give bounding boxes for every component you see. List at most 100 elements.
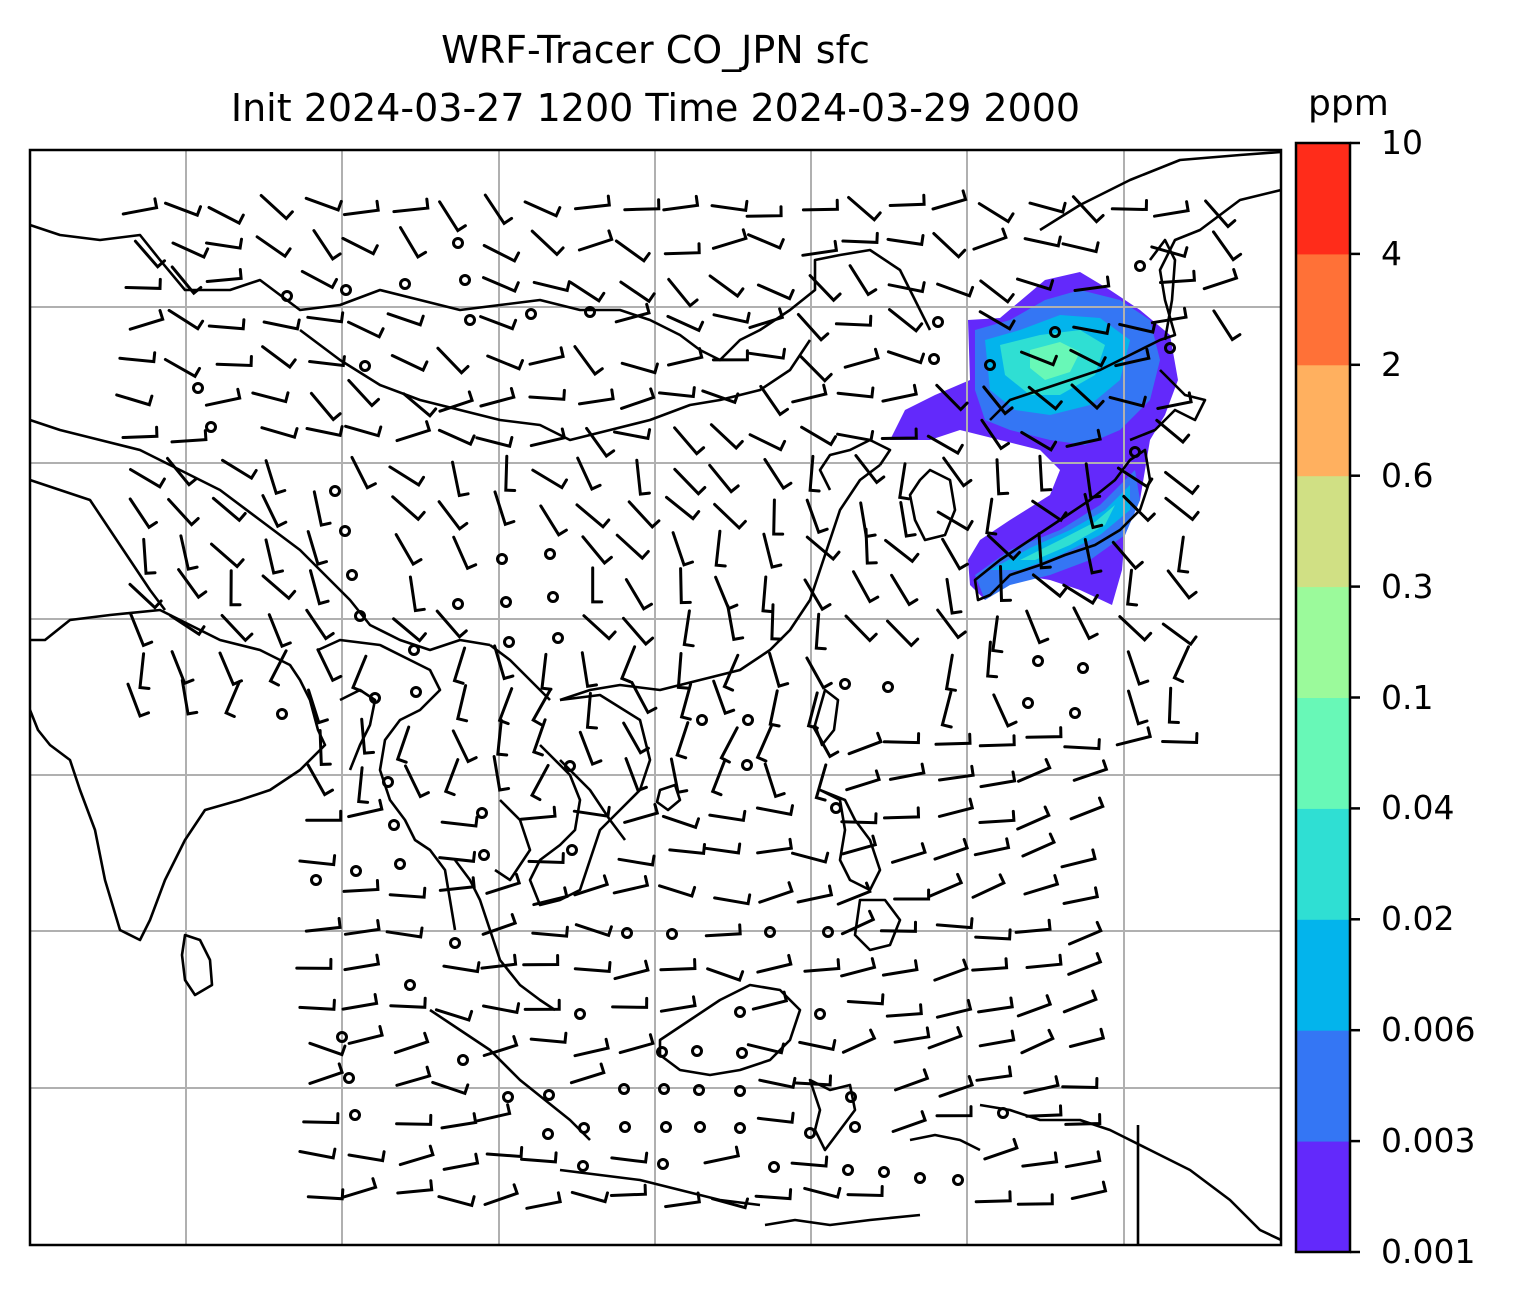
- wind-barb: [714, 575, 739, 611]
- wind-barb: [300, 269, 338, 290]
- wind-barb: [893, 1026, 931, 1044]
- wind-barb: [706, 967, 745, 983]
- calm-wind-marker: [408, 644, 420, 656]
- wind-barb: [846, 993, 885, 1006]
- wind-barb: [577, 229, 614, 252]
- wind-barb: [1064, 1150, 1102, 1169]
- wind-barb: [389, 996, 427, 1009]
- colorbar-segment: [1296, 1141, 1350, 1253]
- coastline-sulawesi: [808, 1078, 857, 1152]
- wind-barb: [791, 851, 830, 864]
- wind-barb: [1161, 732, 1199, 745]
- wind-barb: [659, 958, 697, 972]
- wind-barb: [341, 236, 379, 256]
- coastlines: [30, 150, 1281, 1245]
- wind-barb: [481, 913, 518, 936]
- wind-barb: [163, 358, 201, 379]
- wind-barb: [1073, 275, 1111, 292]
- wind-barb: [391, 495, 426, 522]
- wind-barb: [899, 501, 917, 538]
- wind-barb: [611, 996, 649, 1009]
- wind-barb: [305, 809, 343, 822]
- wind-barb: [610, 1151, 649, 1164]
- wind-barb: [1110, 199, 1148, 212]
- calm-wind-marker: [734, 1122, 746, 1134]
- wind-barb: [261, 494, 288, 529]
- wind-barb: [570, 1190, 609, 1204]
- wind-barb: [267, 613, 292, 649]
- border-mongolia: [299, 328, 812, 442]
- border-china-north: [30, 223, 932, 362]
- calm-wind-marker: [656, 1046, 668, 1058]
- wind-barb: [523, 998, 561, 1011]
- wind-barb: [455, 684, 469, 723]
- wind-barb: [529, 763, 550, 802]
- wind-barb: [800, 425, 837, 447]
- colorbar-tick-label: 4: [1381, 233, 1402, 273]
- calm-wind-marker: [878, 1166, 890, 1178]
- wind-barb: [522, 954, 560, 967]
- wind-barb: [395, 420, 432, 443]
- calm-wind-marker: [1134, 260, 1146, 272]
- wind-barb: [483, 1183, 520, 1206]
- wind-barb: [573, 961, 612, 974]
- calm-wind-marker: [382, 776, 394, 788]
- wind-barb: [1037, 532, 1052, 570]
- calm-wind-marker: [281, 290, 293, 302]
- wind-barb: [205, 268, 243, 283]
- wind-barb: [852, 570, 880, 604]
- wind-barb: [438, 850, 476, 863]
- wind-barb: [669, 757, 689, 795]
- wind-barb: [211, 496, 247, 523]
- border-laos: [559, 759, 627, 841]
- wind-barb: [388, 886, 427, 899]
- wind-barb: [979, 279, 1015, 304]
- wind-barb: [1027, 385, 1063, 411]
- wind-barb: [1016, 277, 1055, 292]
- wind-barb: [756, 953, 793, 974]
- calm-wind-marker: [849, 1121, 861, 1133]
- calm-wind-marker: [1022, 697, 1034, 709]
- wind-barb: [772, 498, 785, 536]
- wind-barb: [1067, 952, 1103, 976]
- wind-barb: [803, 1186, 842, 1199]
- wind-barb: [210, 542, 245, 569]
- wind-barb: [974, 1190, 1012, 1204]
- wind-barb: [497, 687, 514, 726]
- wind-barb: [519, 805, 557, 821]
- calm-wind-marker: [339, 525, 351, 537]
- wind-barb: [808, 454, 821, 493]
- wind-barb: [619, 280, 656, 304]
- wind-barb: [854, 454, 886, 485]
- wind-barb: [841, 231, 879, 244]
- wind-barb: [344, 424, 383, 438]
- wind-barb: [758, 1076, 797, 1089]
- wind-barb: [251, 391, 290, 404]
- wind-barb: [390, 354, 429, 373]
- wind-barb: [224, 680, 241, 718]
- wind-barb: [302, 1112, 340, 1125]
- wind-barb: [612, 875, 650, 895]
- wind-barb: [747, 233, 785, 250]
- calm-wind-marker: [658, 1083, 670, 1095]
- calm-wind-marker: [845, 1091, 857, 1103]
- wind-barb: [748, 307, 785, 330]
- coastline-hainan: [655, 783, 682, 812]
- wind-barb: [1177, 535, 1190, 574]
- wind-barb: [635, 458, 651, 496]
- wind-barb: [614, 239, 651, 263]
- calm-wind-marker: [734, 1006, 746, 1018]
- wind-barb: [971, 873, 1006, 899]
- calm-wind-marker: [336, 1031, 348, 1043]
- wind-barb: [746, 1042, 785, 1055]
- wind-barb: [1118, 615, 1153, 643]
- wind-barb: [1038, 454, 1053, 492]
- wind-barb: [1021, 832, 1056, 858]
- wind-barb: [482, 1035, 519, 1057]
- wind-barb: [171, 241, 210, 259]
- wind-barb: [630, 681, 658, 715]
- calm-wind-marker: [503, 636, 515, 648]
- wind-barb: [661, 814, 700, 830]
- wind-barb: [1023, 1075, 1060, 1095]
- wind-barb: [121, 425, 159, 439]
